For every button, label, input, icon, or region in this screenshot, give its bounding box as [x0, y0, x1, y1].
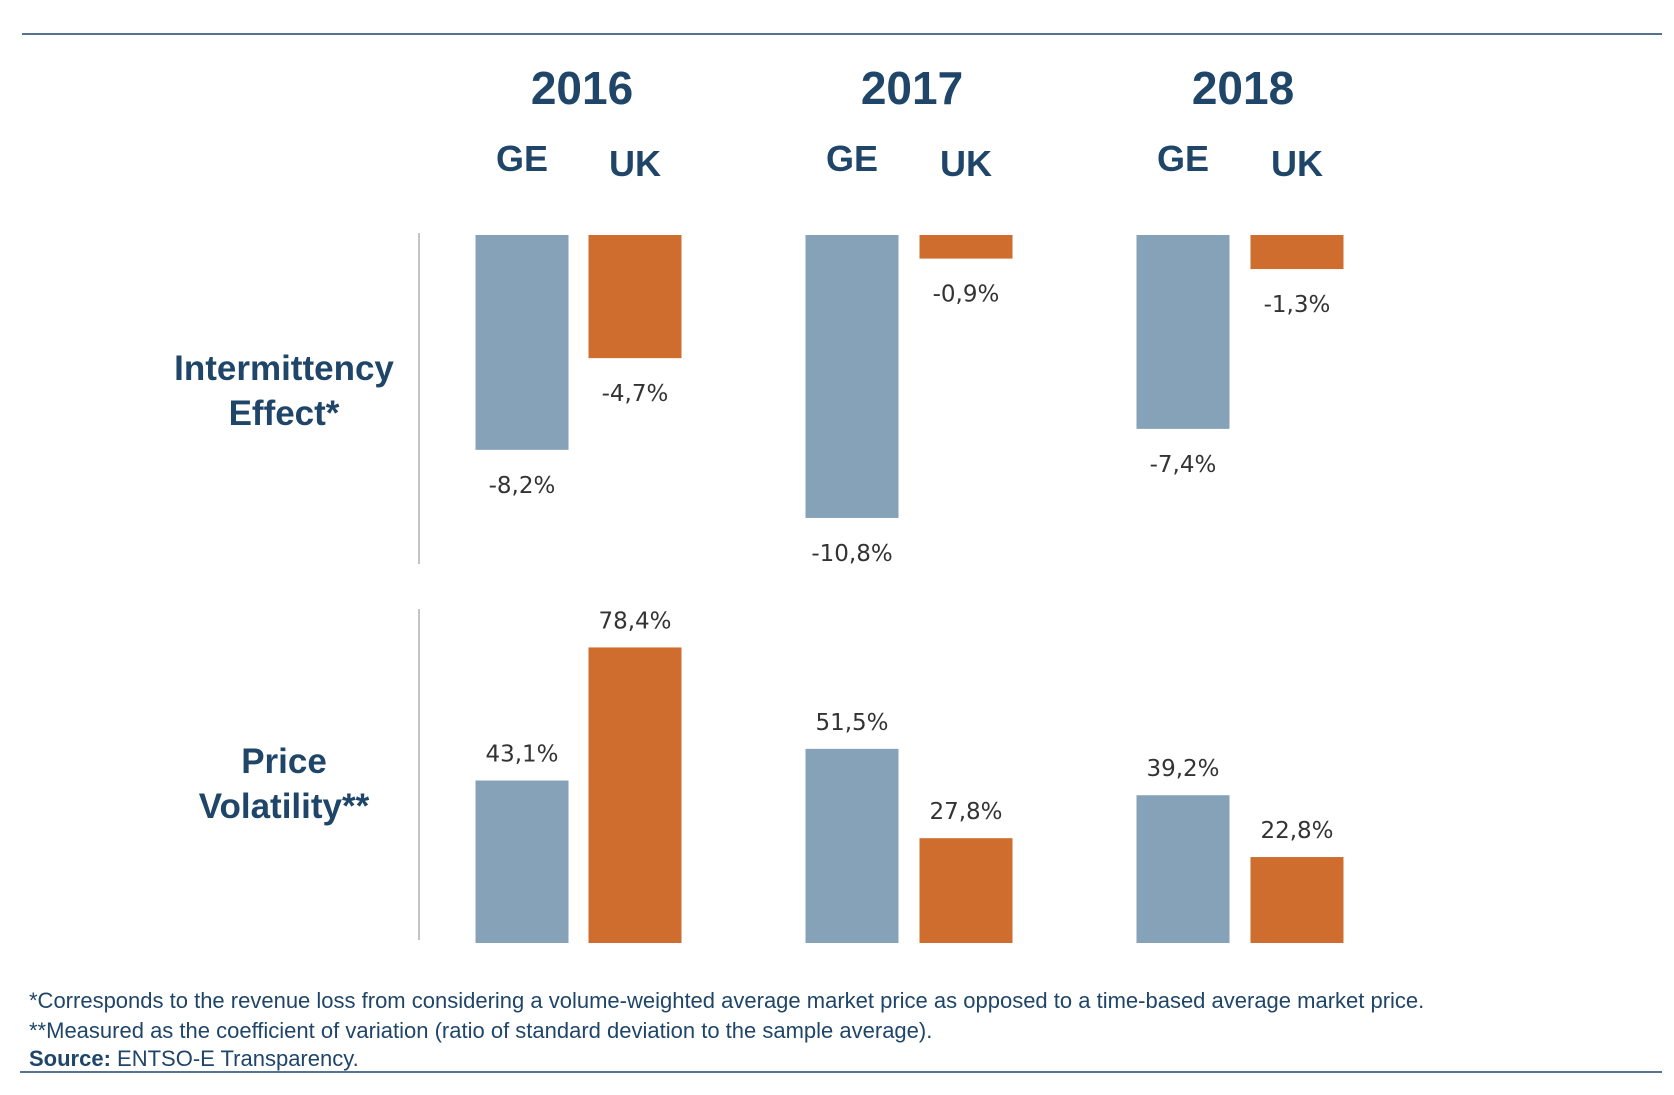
bar-intermittency-uk-2016: [588, 235, 682, 359]
country-header-ge-2016: GE: [496, 138, 548, 179]
row-label-intermittency-line2: Effect*: [229, 394, 340, 433]
bar-intermittency-uk-2017: [919, 235, 1013, 259]
source-line: Source: ENTSO-E Transparency.: [29, 1046, 359, 1072]
source-text: ENTSO-E Transparency.: [110, 1046, 359, 1071]
bar-volatility-ge-2017: [805, 748, 899, 943]
country-header-uk-2018: UK: [1271, 143, 1323, 184]
bar-intermittency-ge-2018: [1136, 235, 1230, 429]
bar-volatility-uk-2016: [588, 647, 682, 943]
value-label-volatility-ge-2016: 43,1%: [485, 742, 558, 768]
bar-volatility-ge-2016: [475, 780, 569, 943]
value-label-intermittency-ge-2016: -8,2%: [489, 473, 556, 499]
country-header-uk-2017: UK: [940, 143, 992, 184]
footnote-2: **Measured as the coefficient of variati…: [29, 1018, 933, 1043]
bar-volatility-uk-2017: [919, 838, 1013, 943]
bar-intermittency-ge-2017: [805, 235, 899, 518]
bar-intermittency-ge-2016: [475, 235, 569, 450]
country-header-uk-2016: UK: [609, 143, 661, 184]
value-label-volatility-uk-2017: 27,8%: [929, 799, 1002, 825]
bar-volatility-uk-2018: [1250, 857, 1344, 943]
value-label-volatility-uk-2018: 22,8%: [1260, 818, 1333, 844]
year-header-2018: 2018: [1192, 62, 1294, 114]
value-label-volatility-ge-2018: 39,2%: [1146, 756, 1219, 782]
row-label-volatility-line2: Volatility**: [199, 787, 370, 826]
bar-intermittency-uk-2018: [1250, 235, 1344, 270]
year-header-2016: 2016: [531, 62, 633, 114]
row-label-volatility-line1: Price: [241, 742, 327, 781]
value-label-intermittency-uk-2016: -4,7%: [602, 381, 669, 407]
source-label: Source:: [29, 1046, 111, 1071]
country-header-ge-2017: GE: [826, 138, 878, 179]
country-header-ge-2018: GE: [1157, 138, 1209, 179]
value-label-volatility-uk-2016: 78,4%: [598, 608, 671, 634]
value-label-intermittency-uk-2018: -1,3%: [1264, 292, 1331, 318]
year-header-2017: 2017: [861, 62, 963, 114]
value-label-volatility-ge-2017: 51,5%: [815, 710, 888, 736]
row-label-intermittency-line1: Intermittency: [174, 349, 394, 388]
value-label-intermittency-ge-2018: -7,4%: [1150, 452, 1217, 478]
value-label-intermittency-ge-2017: -10,8%: [811, 541, 892, 567]
bar-volatility-ge-2018: [1136, 795, 1230, 943]
footnote-1: *Corresponds to the revenue loss from co…: [29, 988, 1425, 1013]
value-label-intermittency-uk-2017: -0,9%: [933, 282, 1000, 308]
